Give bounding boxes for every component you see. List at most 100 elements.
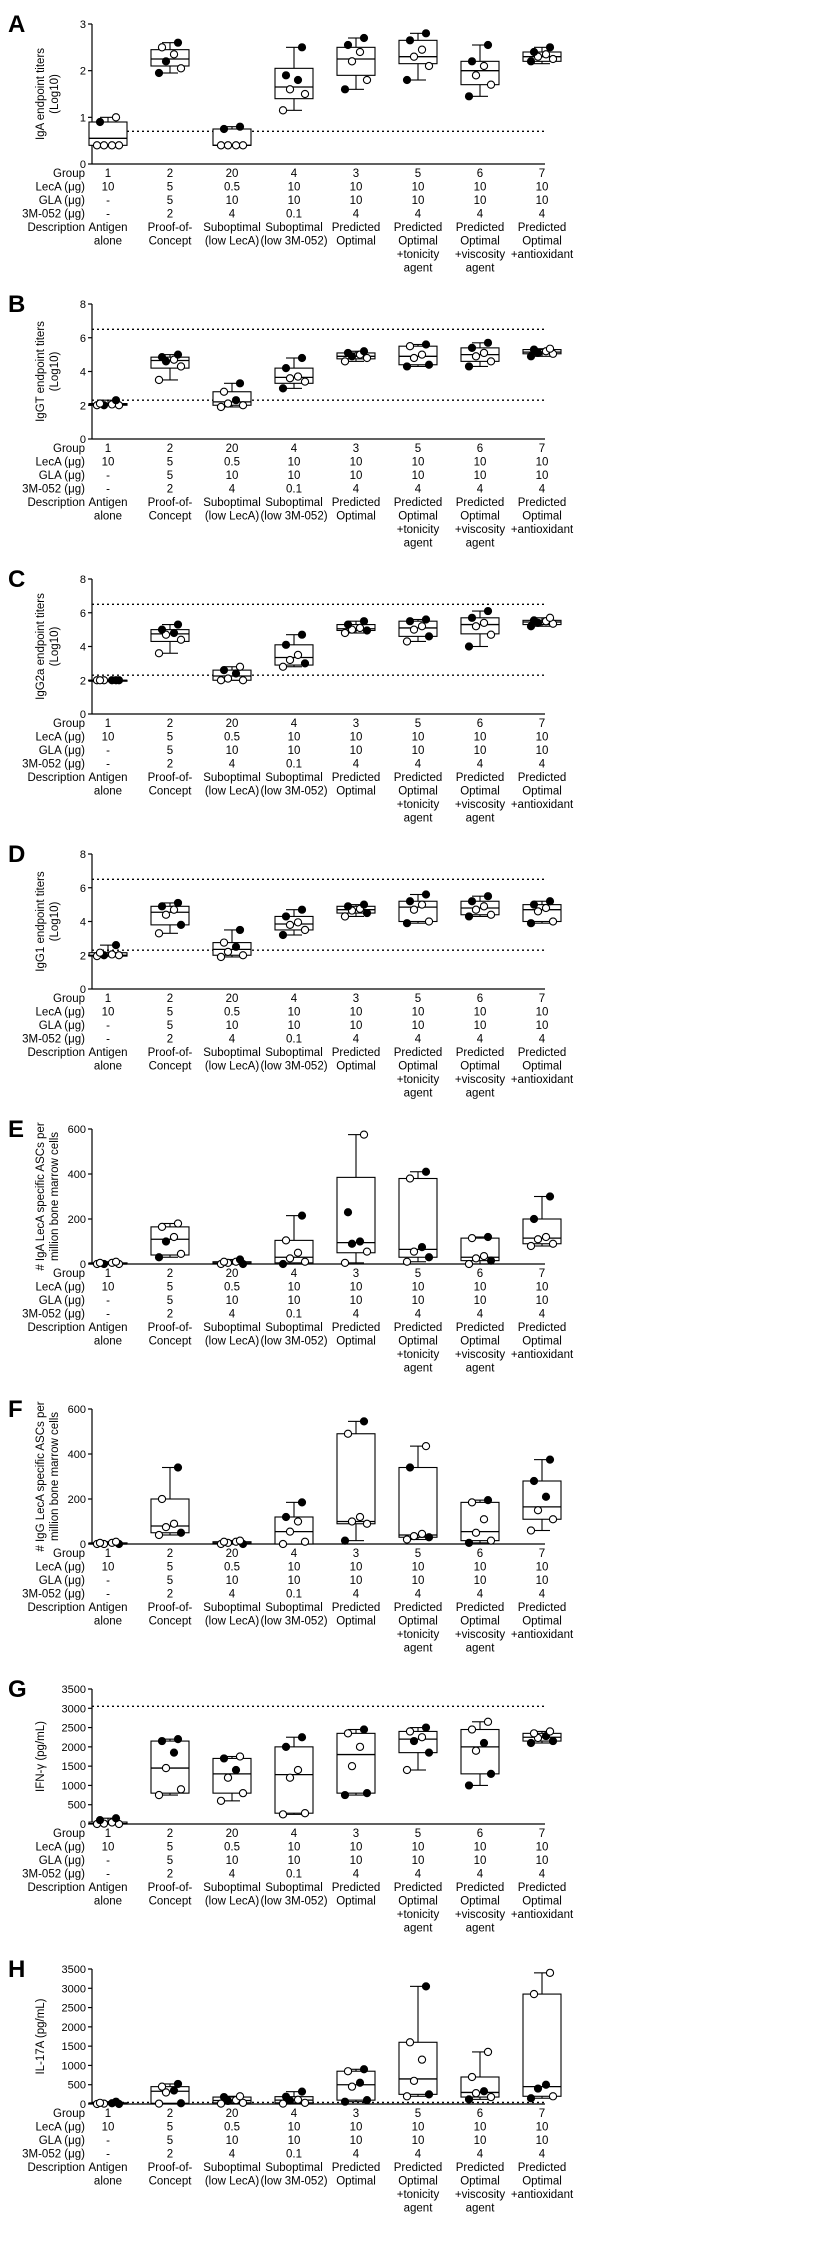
data-point-filled bbox=[405, 617, 415, 626]
panel-a-description-line: Optimal bbox=[336, 236, 376, 248]
panel-d-table-cell: 10 bbox=[474, 1007, 487, 1019]
panel-g-box-group-20 bbox=[212, 1752, 252, 1806]
panel-a-ytick-label: 0 bbox=[80, 159, 86, 171]
panel-d-table-cell: 0.1 bbox=[286, 1034, 302, 1046]
iqr-box bbox=[398, 1177, 438, 1258]
panel-g-table-cell: 5 bbox=[415, 1828, 421, 1840]
panel-c-table-cell: 5 bbox=[167, 732, 173, 744]
panel-c-description-line: +tonicity bbox=[397, 799, 440, 811]
panel-g-table-cell: 6 bbox=[477, 1828, 483, 1840]
data-point-filled bbox=[483, 40, 493, 50]
iqr-box bbox=[398, 1730, 438, 1754]
panel-b-table-cell: 10 bbox=[350, 470, 363, 482]
panel-a-table-cell: 10 bbox=[412, 182, 425, 194]
panel-a-table-cell: 3 bbox=[353, 168, 359, 180]
panel-b-box-group-20 bbox=[212, 379, 252, 412]
data-point-open bbox=[293, 650, 303, 660]
panel-h-ytick-label: 500 bbox=[68, 2080, 86, 2092]
panel-g-description-line: +antioxidant bbox=[511, 1909, 574, 1921]
data-point-open bbox=[362, 75, 372, 85]
panel-e-box-group-2 bbox=[150, 1219, 190, 1262]
iqr-box bbox=[274, 67, 314, 100]
panel-h-description-line: Predicted bbox=[332, 2162, 381, 2174]
panel-d-box-group-5 bbox=[398, 890, 438, 928]
data-point-filled bbox=[486, 1769, 496, 1778]
panel-e-ytick-label: 400 bbox=[68, 1169, 86, 1181]
panel-c-description-line: Antigen bbox=[88, 772, 127, 784]
data-point-open bbox=[479, 902, 489, 911]
panel-f-table-cell: 0.5 bbox=[224, 1562, 240, 1574]
panel-e-row-label: 3M-052 (μg) bbox=[22, 1309, 85, 1321]
panel-c-table-cell: 2 bbox=[167, 718, 173, 730]
data-point-filled bbox=[402, 919, 412, 928]
panel-b-description-line: Suboptimal bbox=[265, 497, 323, 509]
panel-d-letter: D bbox=[8, 841, 25, 868]
panel-a-table-cell: 2 bbox=[167, 168, 173, 180]
panel-d-table-cell: 3 bbox=[353, 993, 359, 1005]
data-point-open bbox=[95, 676, 105, 685]
panel-h-description-line: agent bbox=[466, 2203, 496, 2215]
panel-b-table-cell: 10 bbox=[536, 470, 549, 482]
panel-f-description-line: Proof-of- bbox=[148, 1602, 193, 1614]
panel-a-table-cell: 10 bbox=[350, 195, 363, 207]
panel-e-description-line: (low 3M-052) bbox=[260, 1336, 327, 1348]
panel-b-table-cell: 10 bbox=[288, 470, 301, 482]
panel-e-table-cell: 10 bbox=[288, 1282, 301, 1294]
panel-d-table-cell: 10 bbox=[350, 1007, 363, 1019]
panel-b-description-line: Optimal bbox=[336, 511, 376, 523]
panel-g-table-cell: 10 bbox=[288, 1842, 301, 1854]
panel-e-description-line: Suboptimal bbox=[265, 1322, 323, 1334]
panel-f-description-line: Predicted bbox=[332, 1602, 381, 1614]
data-point-filled bbox=[281, 2092, 291, 2101]
panel-b-table-cell: 2 bbox=[167, 484, 173, 496]
panel-b-table-cell: 3 bbox=[353, 443, 359, 455]
panel-h-description-line: (low 3M-052) bbox=[260, 2176, 327, 2188]
panel-h-description-line: Optimal bbox=[336, 2176, 376, 2188]
data-point-open bbox=[409, 1247, 419, 1256]
data-point-open bbox=[238, 2098, 248, 2107]
data-point-filled bbox=[173, 38, 183, 47]
panel-c-description-line: Proof-of- bbox=[148, 772, 193, 784]
panel-d-table-cell: 10 bbox=[412, 1020, 425, 1032]
data-point-filled bbox=[526, 2094, 536, 2103]
panel-c-ytick-label: 6 bbox=[80, 608, 86, 620]
panel-g-table-cell: 10 bbox=[102, 1842, 115, 1854]
panel-b-table-cell: 10 bbox=[412, 457, 425, 469]
panel-a-description-line: agent bbox=[466, 263, 496, 275]
panel-c-table-cell: 4 bbox=[353, 759, 360, 771]
panel-h-box-group-6 bbox=[460, 2047, 500, 2104]
iqr-box bbox=[212, 1757, 252, 1794]
panel-f-table-cell: 7 bbox=[539, 1548, 545, 1560]
data-point-open bbox=[238, 676, 248, 685]
panel-f-description-line: Antigen bbox=[88, 1602, 127, 1614]
data-point-open bbox=[293, 2095, 303, 2104]
panel-c-row-label: 3M-052 (μg) bbox=[22, 759, 85, 771]
panel-g-description-line: Predicted bbox=[456, 1882, 505, 1894]
data-point-open bbox=[479, 1515, 489, 1524]
panel-a-box-group-1 bbox=[88, 113, 128, 150]
panel-h-description-line: Antigen bbox=[88, 2162, 127, 2174]
panel-h-table-cell: 10 bbox=[350, 2135, 363, 2147]
data-point-filled bbox=[545, 897, 555, 906]
panel-g-ytick-label: 2500 bbox=[62, 1723, 86, 1735]
panel-g-description-line: Optimal bbox=[336, 1896, 376, 1908]
panel-h: H IL-17A (pg/mL) 0 500 1000 1500 2000 2500 3000 3… bbox=[8, 1956, 574, 2215]
panel-c-description-line: Predicted bbox=[456, 772, 505, 784]
iqr-box bbox=[336, 2070, 376, 2101]
panel-f-row-label: Group bbox=[53, 1548, 85, 1560]
panel-h-ytick-label: 2000 bbox=[62, 2022, 86, 2034]
panel-a-table-cell: 4 bbox=[415, 209, 422, 221]
panel-b-description-line: Concept bbox=[149, 511, 193, 523]
data-point-open bbox=[161, 1522, 171, 1532]
data-point-open bbox=[161, 2088, 171, 2097]
data-point-filled bbox=[545, 1192, 555, 1201]
panel-e-box-group-3 bbox=[336, 1130, 376, 1268]
data-point-filled bbox=[359, 1725, 369, 1734]
panel-h-table-cell: 10 bbox=[226, 2135, 239, 2147]
panel-f-table-cell: 1 bbox=[105, 1548, 111, 1560]
panel-g-table-cell: 4 bbox=[415, 1869, 422, 1881]
panel-h-box-group-4 bbox=[274, 2087, 314, 2108]
data-point-open bbox=[169, 1519, 179, 1528]
panel-b-description-line: (low 3M-052) bbox=[260, 511, 327, 523]
data-point-open bbox=[545, 1727, 555, 1736]
